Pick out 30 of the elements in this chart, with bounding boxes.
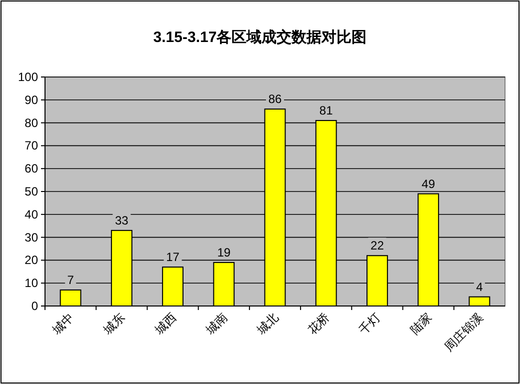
x-tick-label: 陆家 [408, 310, 434, 338]
data-label: 81 [319, 104, 334, 118]
y-tick-label: 50 [24, 184, 38, 198]
x-tick-label: 城东 [100, 310, 128, 338]
y-tick-label: 10 [24, 276, 38, 290]
data-label: 17 [166, 250, 180, 264]
data-label: 22 [370, 238, 384, 253]
data-label: 7 [67, 272, 74, 287]
y-tick-label: 90 [24, 92, 38, 107]
y-tick-label: 80 [24, 116, 38, 130]
x-tick-label: 城北 [254, 310, 282, 338]
y-tick-label: 20 [24, 253, 38, 268]
y-tick-label: 30 [24, 230, 38, 244]
y-tick-label: 40 [24, 207, 38, 222]
data-label: 49 [422, 176, 436, 191]
x-tick-label: 城南 [202, 310, 230, 338]
y-tick-label: 100 [18, 70, 38, 84]
y-tick-label: 60 [24, 162, 38, 176]
y-tick-label: 0 [31, 299, 38, 313]
data-label: 86 [268, 92, 282, 106]
x-tick-label: 花桥 [305, 310, 332, 338]
data-label: 33 [114, 213, 129, 228]
data-label: 4 [476, 280, 484, 294]
x-tick-label: 千灯 [356, 310, 384, 338]
x-tick-label: 城中 [49, 310, 77, 338]
x-tick-label: 城西 [151, 310, 179, 338]
chart-title: 3.15-3.17各区域成交数据对比图 [153, 28, 367, 46]
data-label: 19 [217, 245, 231, 260]
x-tick-label: 周庄锦溪 [442, 310, 486, 354]
y-tick-label: 70 [24, 138, 38, 153]
